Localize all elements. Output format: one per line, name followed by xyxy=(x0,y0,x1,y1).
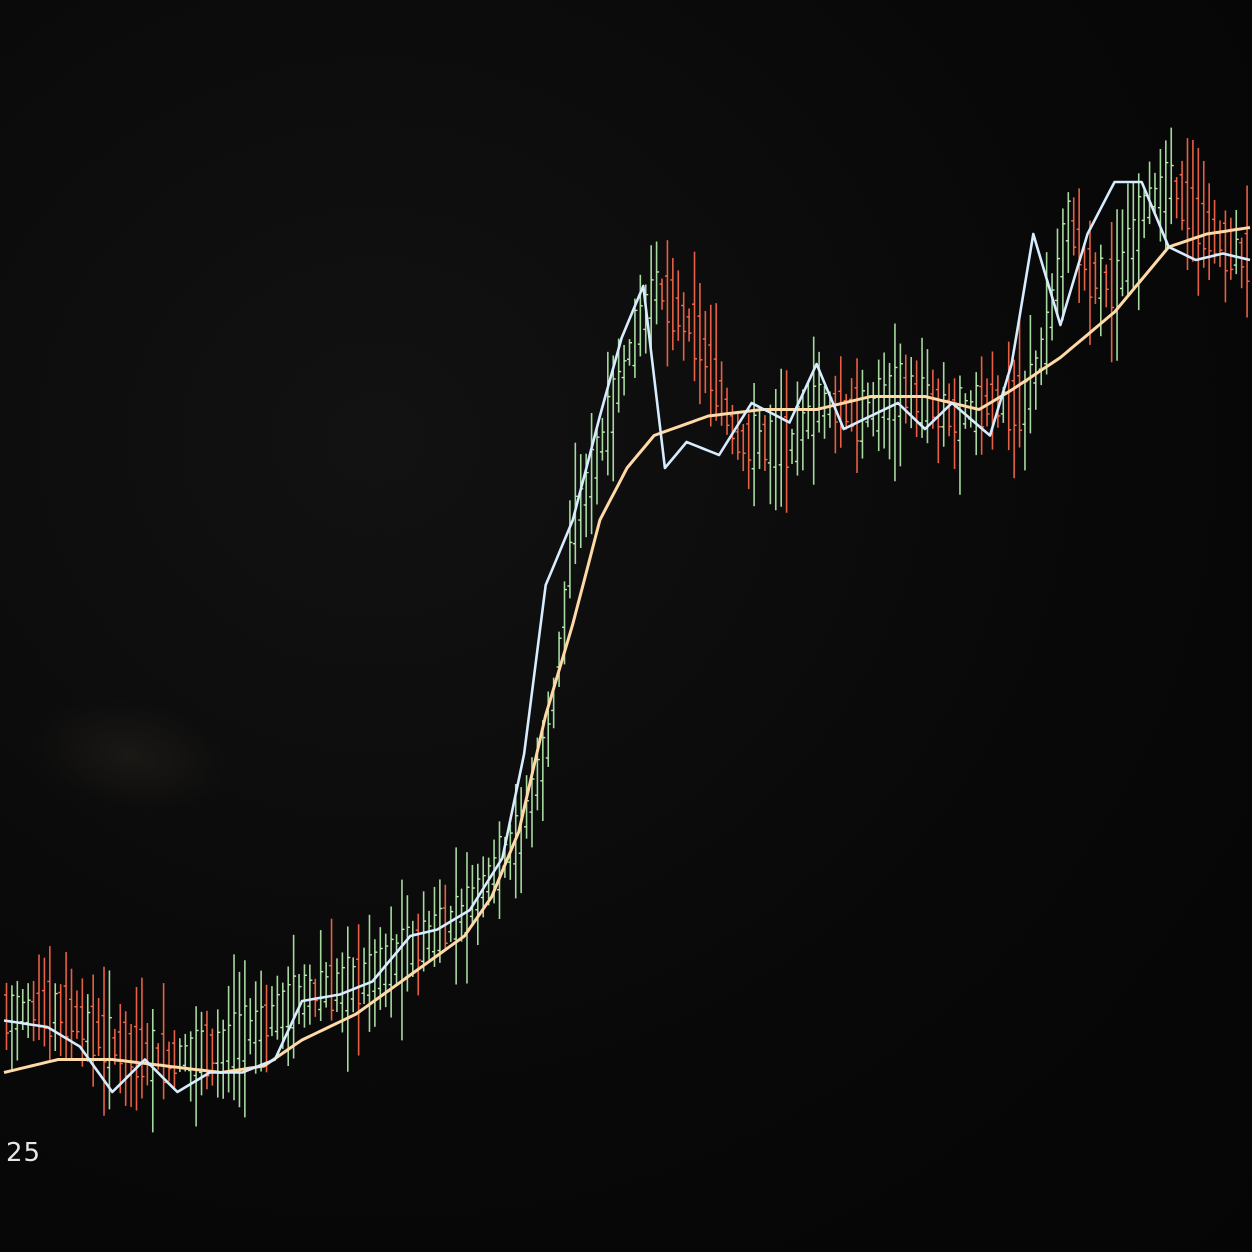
fast-moving-average-line xyxy=(3,180,1251,1094)
x-tick-label: 25 xyxy=(6,1138,42,1168)
slow-moving-average-line xyxy=(3,226,1251,1074)
price-bars xyxy=(4,127,1250,1133)
